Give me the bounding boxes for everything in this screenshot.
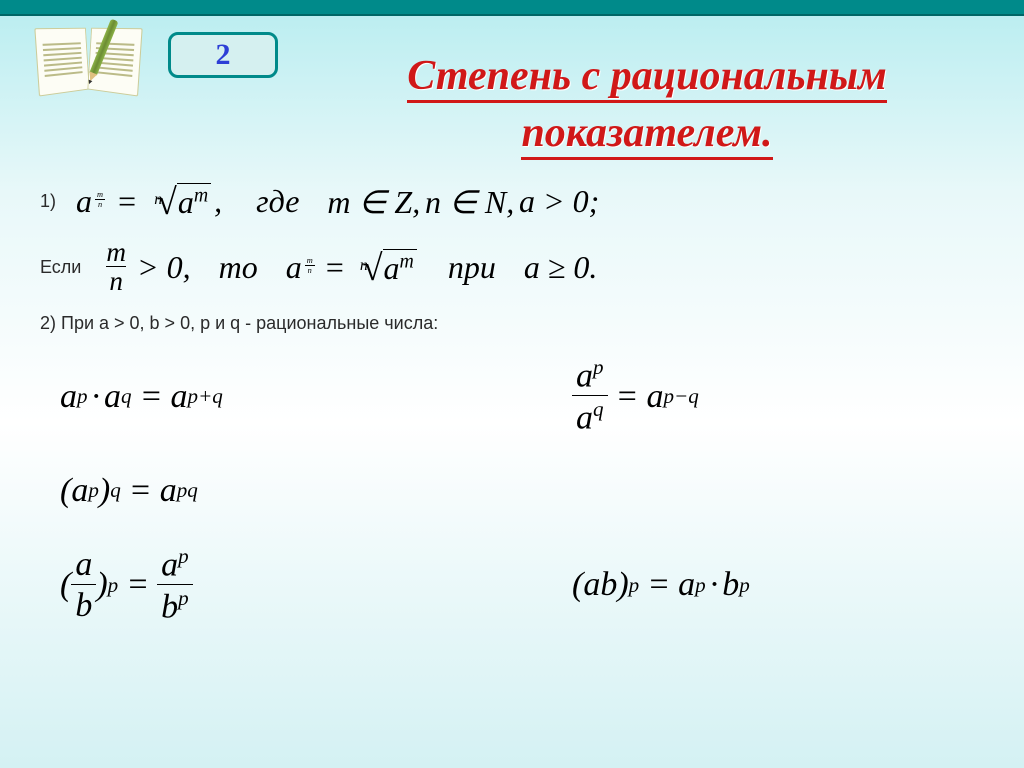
title-line-1: Степень с рациональным xyxy=(407,53,887,103)
book-icon xyxy=(28,20,148,100)
slide-number-badge: 2 xyxy=(168,32,278,78)
equals-2: = xyxy=(324,249,346,286)
equals-1: = xyxy=(116,183,138,220)
formula-power-of-product: (ab)p = ap · bp xyxy=(572,545,984,625)
def-base-a: a xyxy=(76,183,92,220)
word-gde: где xyxy=(256,183,299,220)
title-line-2: показателем. xyxy=(521,110,772,160)
item-2-text: 2) При a > 0, b > 0, p и q - рациональны… xyxy=(40,313,984,334)
comma-1: , xyxy=(214,183,222,220)
formulas-grid: ap · aq = ap+q ap aq = ap−q (ap)q = apq xyxy=(60,356,984,625)
slide: 2 Степень с рациональным показателем. 1)… xyxy=(0,0,1024,768)
formula-power-of-quotient: ( a b )p = ap bp xyxy=(60,545,472,625)
definition-row-1: 1) a m n = n √ am , где m ∈ Z, n ∈ N, a … xyxy=(40,180,984,223)
book-left-page xyxy=(34,28,89,97)
formula-product-same-base: ap · aq = ap+q xyxy=(60,356,472,436)
word-pri: при xyxy=(448,249,496,286)
cond-a: a > 0; xyxy=(519,183,599,220)
slide-number: 2 xyxy=(216,38,231,72)
gt-zero: > 0, xyxy=(137,249,191,286)
frac-m-over-n: m n xyxy=(103,239,129,295)
quotient-fraction: ap aq xyxy=(572,356,608,436)
item-1-label: 1) xyxy=(40,191,56,212)
cond-m: m ∈ Z, xyxy=(327,183,420,221)
slide-title: Степень с рациональным показателем. xyxy=(310,48,984,161)
ab-fraction: a b xyxy=(71,546,96,624)
a-ge-0: a ≥ 0. xyxy=(524,249,598,286)
nth-root-1: n √ am xyxy=(149,180,212,223)
exp-m-over-n-2: m n xyxy=(304,257,316,276)
nth-root-2: n √ am xyxy=(354,246,417,289)
ap-bp-fraction: ap bp xyxy=(157,545,193,625)
top-accent-bar xyxy=(0,0,1024,14)
def-base-a-2: a xyxy=(286,249,302,286)
definition-row-2: Если m n > 0, то a m n = n √ am при a ≥ … xyxy=(40,239,984,295)
content-area: 1) a m n = n √ am , где m ∈ Z, n ∈ N, a … xyxy=(40,180,984,625)
word-to: то xyxy=(219,249,258,286)
exp-m-over-n: m n xyxy=(94,191,106,210)
cond-n: n ∈ N, xyxy=(425,183,514,221)
formula-quotient-same-base: ap aq = ap−q xyxy=(572,356,984,436)
formula-power-of-power: (ap)q = apq xyxy=(60,461,472,521)
esli-label: Если xyxy=(40,257,81,278)
